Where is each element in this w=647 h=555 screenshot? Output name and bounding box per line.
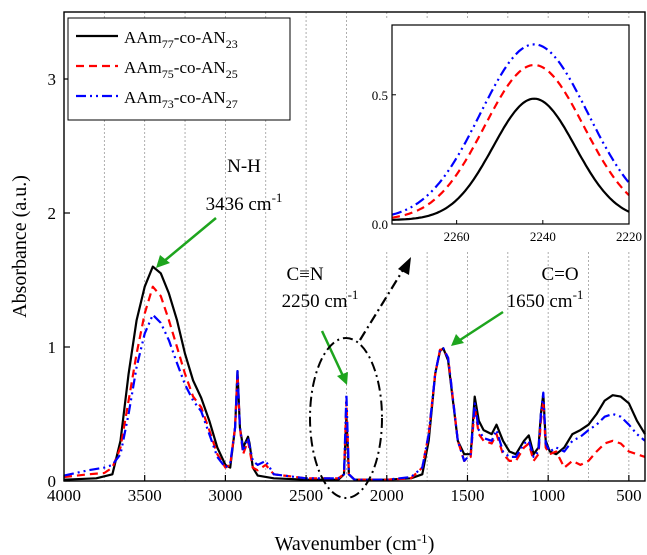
zoom-arrow bbox=[359, 269, 404, 341]
x-axis-title: Wavenumber (cm-1) bbox=[275, 531, 435, 555]
x-tick-label: 3500 bbox=[128, 486, 162, 505]
x-tick-label: 4000 bbox=[47, 486, 81, 505]
cn-highlight-ellipse bbox=[309, 337, 383, 499]
annotation-nh-value: 3436 cm-1 bbox=[206, 190, 283, 215]
inset-line-3 bbox=[391, 43, 630, 216]
series-line-3 bbox=[63, 313, 646, 481]
annotation-co-value: 1650 cm-1 bbox=[507, 287, 584, 312]
x-axis-title-suffix: ) bbox=[428, 533, 435, 555]
inset-line-2 bbox=[391, 63, 630, 219]
inset-background bbox=[348, 19, 637, 252]
inset-chart: 2260 2240 2220 0.0 0.5 bbox=[348, 19, 642, 252]
series-line-2 bbox=[63, 285, 646, 481]
x-axis-title-sup: -1 bbox=[417, 531, 428, 546]
x-tick-label: 2500 bbox=[289, 486, 323, 505]
inset-line-1 bbox=[392, 97, 630, 221]
zoom-arrowhead bbox=[398, 257, 411, 275]
x-tick-label: 3000 bbox=[208, 486, 242, 505]
x-tick-label: 2000 bbox=[370, 486, 404, 505]
x-tick-label: 1500 bbox=[450, 486, 484, 505]
axis-ticks: 4000 3500 3000 2500 2000 1500 1000 500 0 1 2 3 bbox=[47, 70, 642, 505]
x-tick-label: 1000 bbox=[531, 486, 565, 505]
series-line-1 bbox=[63, 265, 646, 481]
y-tick-label: 1 bbox=[48, 338, 57, 357]
inset-x-tick-label: 2240 bbox=[530, 229, 556, 244]
inset-y-tick-label: 0.5 bbox=[372, 88, 388, 103]
legend-label-1: AAm77-co-AN23 bbox=[124, 28, 238, 51]
annotation-cn-arrow bbox=[320, 330, 345, 377]
inset-frame bbox=[391, 24, 630, 225]
inset-x-tick-label: 2260 bbox=[444, 229, 470, 244]
legend-label-2: AAm75-co-AN25 bbox=[124, 58, 238, 81]
annotation-cn-arrowhead bbox=[337, 372, 348, 385]
annotation-cn-value: 2250 cm-1 bbox=[282, 287, 359, 312]
annotation-co-arrowhead bbox=[451, 334, 464, 346]
y-tick-label: 3 bbox=[48, 70, 57, 89]
legend: AAm77-co-AN23 AAm75-co-AN25 AAm73-co-AN2… bbox=[67, 17, 291, 121]
inset-x-tick-label: 2220 bbox=[616, 229, 642, 244]
annotations: N-H 3436 cm-1 C≡N 2250 cm-1 C=O 1650 cm-… bbox=[156, 156, 584, 499]
annotation-nh-label: N-H bbox=[227, 156, 261, 177]
y-axis-title: Absorbance (a.u.) bbox=[9, 175, 31, 318]
annotation-co-label: C=O bbox=[541, 264, 578, 285]
series-group bbox=[63, 265, 646, 481]
legend-label-3: AAm73-co-AN27 bbox=[124, 88, 238, 111]
x-axis-title-main: Wavenumber (cm bbox=[275, 533, 418, 555]
y-tick-label: 0 bbox=[48, 472, 57, 491]
inset-series bbox=[391, 43, 630, 221]
y-tick-label: 2 bbox=[48, 204, 57, 223]
annotation-cn-label: C≡N bbox=[286, 264, 323, 285]
plot-frame bbox=[63, 11, 646, 482]
annotation-co-arrow bbox=[459, 310, 504, 342]
inset-ticks: 2260 2240 2220 0.0 0.5 bbox=[372, 88, 642, 244]
annotation-nh-arrow bbox=[162, 217, 217, 263]
x-tick-label: 500 bbox=[616, 486, 642, 505]
inset-y-tick-label: 0.0 bbox=[372, 217, 388, 232]
annotation-nh-arrowhead bbox=[156, 255, 170, 268]
